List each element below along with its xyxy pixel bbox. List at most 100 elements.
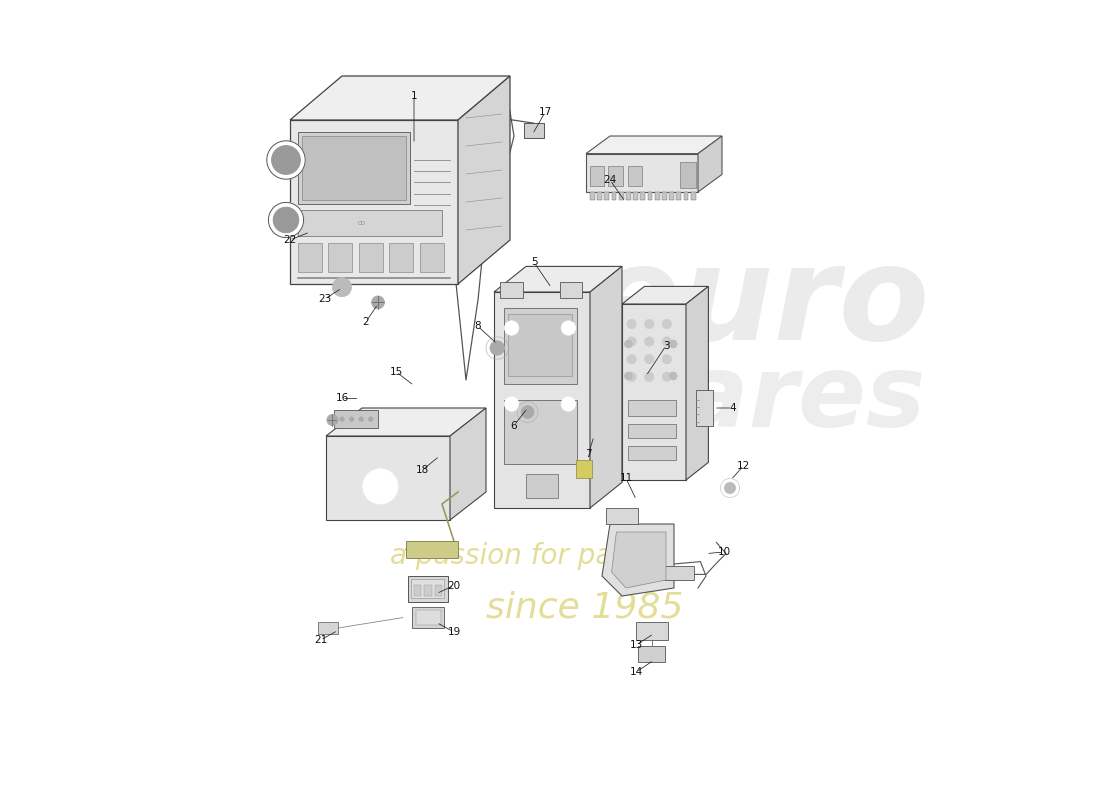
Text: 11: 11 <box>619 474 632 483</box>
Text: 18: 18 <box>416 466 429 475</box>
Circle shape <box>363 469 398 504</box>
FancyBboxPatch shape <box>676 192 681 200</box>
Circle shape <box>372 296 384 309</box>
Text: spares: spares <box>550 351 925 449</box>
Circle shape <box>521 406 534 418</box>
Polygon shape <box>290 120 458 284</box>
FancyBboxPatch shape <box>628 424 676 438</box>
FancyBboxPatch shape <box>410 579 444 598</box>
Polygon shape <box>450 408 486 520</box>
Text: 4: 4 <box>729 403 736 413</box>
Polygon shape <box>586 154 698 192</box>
Text: 24: 24 <box>604 175 617 185</box>
FancyBboxPatch shape <box>608 166 623 186</box>
Text: 12: 12 <box>737 461 750 470</box>
Circle shape <box>368 417 373 422</box>
FancyBboxPatch shape <box>590 166 604 186</box>
Text: 7: 7 <box>585 450 592 459</box>
Text: 5: 5 <box>530 258 537 267</box>
FancyBboxPatch shape <box>681 162 696 188</box>
Polygon shape <box>494 266 622 292</box>
Circle shape <box>627 372 637 382</box>
Text: 3: 3 <box>662 341 669 350</box>
FancyBboxPatch shape <box>590 192 595 200</box>
FancyBboxPatch shape <box>508 314 572 376</box>
Polygon shape <box>590 266 621 508</box>
FancyBboxPatch shape <box>691 192 695 200</box>
Polygon shape <box>494 292 590 508</box>
Circle shape <box>627 319 637 329</box>
Polygon shape <box>621 304 686 480</box>
FancyBboxPatch shape <box>662 566 694 580</box>
Circle shape <box>669 340 678 348</box>
Circle shape <box>627 337 637 346</box>
FancyBboxPatch shape <box>612 192 616 200</box>
Text: a passion for parts: a passion for parts <box>390 542 649 570</box>
Polygon shape <box>621 286 708 304</box>
FancyBboxPatch shape <box>634 192 638 200</box>
FancyBboxPatch shape <box>434 585 442 596</box>
FancyBboxPatch shape <box>669 192 674 200</box>
Circle shape <box>645 372 654 382</box>
Text: 20: 20 <box>448 581 461 590</box>
FancyBboxPatch shape <box>425 585 431 596</box>
Text: 10: 10 <box>718 547 732 557</box>
FancyBboxPatch shape <box>318 622 338 634</box>
Polygon shape <box>698 136 722 192</box>
FancyBboxPatch shape <box>628 446 676 460</box>
Circle shape <box>373 478 388 494</box>
Circle shape <box>725 482 736 494</box>
Polygon shape <box>458 76 510 284</box>
FancyBboxPatch shape <box>406 541 458 558</box>
Polygon shape <box>326 408 486 436</box>
Circle shape <box>625 372 632 380</box>
FancyBboxPatch shape <box>662 192 667 200</box>
FancyBboxPatch shape <box>654 192 660 200</box>
Circle shape <box>340 417 344 422</box>
FancyBboxPatch shape <box>298 243 322 272</box>
FancyBboxPatch shape <box>597 192 602 200</box>
FancyBboxPatch shape <box>683 192 689 200</box>
FancyBboxPatch shape <box>575 460 592 478</box>
Polygon shape <box>602 524 674 596</box>
Circle shape <box>645 354 654 364</box>
FancyBboxPatch shape <box>648 192 652 200</box>
Text: 16: 16 <box>336 394 349 403</box>
Circle shape <box>662 372 672 382</box>
Circle shape <box>645 319 654 329</box>
Circle shape <box>669 372 678 380</box>
FancyBboxPatch shape <box>526 474 558 498</box>
FancyBboxPatch shape <box>604 192 609 200</box>
FancyBboxPatch shape <box>298 210 442 236</box>
Circle shape <box>662 319 672 329</box>
Circle shape <box>505 321 519 335</box>
Text: 13: 13 <box>630 640 644 650</box>
FancyBboxPatch shape <box>334 410 378 428</box>
FancyBboxPatch shape <box>638 646 666 662</box>
FancyBboxPatch shape <box>408 576 448 602</box>
Text: euro: euro <box>590 241 930 367</box>
Circle shape <box>327 414 338 426</box>
Circle shape <box>625 340 632 348</box>
FancyBboxPatch shape <box>359 243 383 272</box>
FancyBboxPatch shape <box>695 390 713 426</box>
FancyBboxPatch shape <box>412 607 444 628</box>
Circle shape <box>561 321 575 335</box>
Circle shape <box>505 397 519 411</box>
Circle shape <box>627 354 637 364</box>
Polygon shape <box>586 136 722 154</box>
FancyBboxPatch shape <box>525 123 543 138</box>
Text: 1: 1 <box>410 91 417 101</box>
Circle shape <box>561 397 575 411</box>
FancyBboxPatch shape <box>619 192 624 200</box>
Circle shape <box>490 341 505 355</box>
Circle shape <box>332 278 352 297</box>
Circle shape <box>349 417 354 422</box>
FancyBboxPatch shape <box>389 243 414 272</box>
FancyBboxPatch shape <box>628 166 642 186</box>
Text: since 1985: since 1985 <box>486 591 683 625</box>
Text: 22: 22 <box>284 235 297 245</box>
FancyBboxPatch shape <box>419 243 443 272</box>
Circle shape <box>273 207 299 233</box>
FancyBboxPatch shape <box>560 282 582 298</box>
